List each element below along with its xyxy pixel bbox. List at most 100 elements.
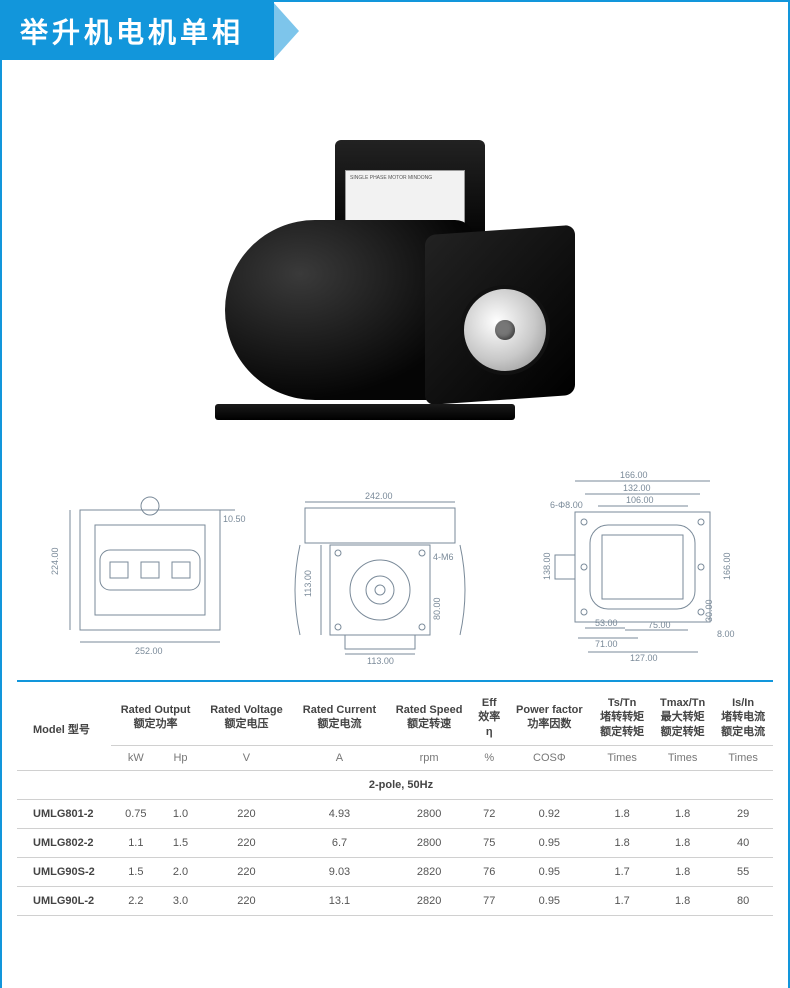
cell-Hp: 2.0	[161, 857, 200, 886]
cell-tmaxtn: 1.8	[652, 799, 713, 828]
cell-eff: 76	[472, 857, 506, 886]
col-current: Rated Current额定电流	[293, 681, 386, 745]
cell-tmaxtn: 1.8	[652, 828, 713, 857]
cell-tstn: 1.7	[592, 886, 652, 915]
cell-tstn: 1.8	[592, 799, 652, 828]
cell-tstn: 1.8	[592, 828, 652, 857]
cell-A: 6.7	[293, 828, 386, 857]
cell-kW: 1.1	[111, 828, 161, 857]
cell-model: UMLG802-2	[17, 828, 111, 857]
cell-rpm: 2800	[386, 828, 472, 857]
drawing-front-view: 242.00 4-M6 113.00 80.00 113.00	[275, 490, 485, 660]
cell-kW: 0.75	[111, 799, 161, 828]
col-output: Rated Output额定功率	[111, 681, 200, 745]
dim-t1: 166.00	[620, 470, 648, 480]
col-isin: Is/In堵转电流额定电流	[713, 681, 773, 745]
cell-eff: 75	[472, 828, 506, 857]
col-speed: Rated Speed额定转速	[386, 681, 472, 745]
dim-b4: 127.00	[630, 653, 658, 663]
cell-kW: 1.5	[111, 857, 161, 886]
unit-t2: Times	[652, 745, 713, 770]
unit-kw: kW	[111, 745, 161, 770]
page-title: 举升机电机单相	[2, 2, 274, 60]
col-tstn: Ts/Tn堵转转矩额定转矩	[592, 681, 652, 745]
unit-v: V	[200, 745, 293, 770]
drawing-top-view: 166.00 132.00 106.00 6-Φ8.00 138.00 166.…	[520, 470, 750, 660]
cell-V: 220	[200, 799, 293, 828]
cell-V: 220	[200, 857, 293, 886]
cell-eff: 77	[472, 886, 506, 915]
cell-pf: 0.95	[506, 886, 592, 915]
group-label: 2-pole, 50Hz	[17, 770, 773, 799]
unit-hp: Hp	[161, 745, 200, 770]
unit-cos: COSΦ	[506, 745, 592, 770]
unit-rpm: rpm	[386, 745, 472, 770]
dim-t3: 106.00	[626, 495, 654, 505]
dim-bh2: 80.00	[432, 597, 442, 620]
technical-drawings: 224.00 252.00 10.50 242.00 4-M6 113.00 8…	[2, 480, 788, 680]
dim-h1: 224.00	[50, 547, 60, 575]
cell-model: UMLG90L-2	[17, 886, 111, 915]
cell-tmaxtn: 1.8	[652, 886, 713, 915]
dim-rh1: 166.00	[722, 552, 732, 580]
table-row: UMLG801-20.751.02204.932800720.921.81.82…	[17, 799, 773, 828]
dim-hole3: 6-Φ8.00	[550, 500, 583, 510]
cell-isin: 40	[713, 828, 773, 857]
table-row: UMLG90L-22.23.022013.12820770.951.71.880	[17, 886, 773, 915]
dim-t2: 132.00	[623, 483, 651, 493]
cell-isin: 80	[713, 886, 773, 915]
spec-table: Model 型号 Rated Output额定功率 Rated Voltage额…	[17, 680, 773, 916]
cell-Hp: 1.0	[161, 799, 200, 828]
cell-pf: 0.92	[506, 799, 592, 828]
title-bar: 举升机电机单相	[2, 2, 788, 60]
drawing-side-view: 224.00 252.00 10.50	[40, 490, 240, 660]
dim-midh2: 113.00	[303, 570, 313, 597]
dim-bw2: 113.00	[367, 656, 394, 666]
cell-model: UMLG90S-2	[17, 857, 111, 886]
cell-A: 13.1	[293, 886, 386, 915]
cell-Hp: 3.0	[161, 886, 200, 915]
dim-off1: 10.50	[223, 514, 246, 524]
dim-top-w2: 242.00	[365, 491, 393, 501]
cell-kW: 2.2	[111, 886, 161, 915]
dim-w1: 252.00	[135, 646, 163, 656]
motor-nameplate: SINGLE PHASE MOTOR MINDONG	[345, 170, 465, 225]
unit-a: A	[293, 745, 386, 770]
cell-rpm: 2800	[386, 799, 472, 828]
cell-model: UMLG801-2	[17, 799, 111, 828]
cell-pf: 0.95	[506, 857, 592, 886]
cell-rpm: 2820	[386, 886, 472, 915]
product-photo: SINGLE PHASE MOTOR MINDONG	[2, 60, 788, 480]
cell-V: 220	[200, 886, 293, 915]
table-row: UMLG802-21.11.52206.72800750.951.81.840	[17, 828, 773, 857]
col-model: Model 型号	[17, 681, 111, 770]
cell-A: 4.93	[293, 799, 386, 828]
cell-pf: 0.95	[506, 828, 592, 857]
dim-lh1: 138.00	[542, 552, 552, 580]
cell-tmaxtn: 1.8	[652, 857, 713, 886]
cell-tstn: 1.7	[592, 857, 652, 886]
unit-t3: Times	[713, 745, 773, 770]
unit-t1: Times	[592, 745, 652, 770]
spec-table-wrap: Model 型号 Rated Output额定功率 Rated Voltage额…	[2, 680, 788, 916]
cell-rpm: 2820	[386, 857, 472, 886]
dim-b3: 75.00	[648, 620, 671, 630]
dim-rs1: 30.00	[704, 599, 714, 622]
table-row: UMLG90S-21.52.02209.032820760.951.71.855	[17, 857, 773, 886]
dim-rs2: 8.00	[717, 629, 735, 639]
cell-V: 220	[200, 828, 293, 857]
spec-tbody: 2-pole, 50Hz UMLG801-20.751.02204.932800…	[17, 770, 773, 915]
col-pf: Power factor功率因数	[506, 681, 592, 745]
cell-Hp: 1.5	[161, 828, 200, 857]
cell-isin: 29	[713, 799, 773, 828]
cell-A: 9.03	[293, 857, 386, 886]
motor-illustration: SINGLE PHASE MOTOR MINDONG	[185, 110, 605, 430]
dim-b1: 53.00	[595, 618, 618, 628]
dim-hole2: 4-M6	[433, 552, 454, 562]
chevron-decor	[273, 2, 299, 60]
unit-pct: %	[472, 745, 506, 770]
col-eff: Eff效率η	[472, 681, 506, 745]
col-voltage: Rated Voltage额定电压	[200, 681, 293, 745]
col-tmaxtn: Tmax/Tn最大转矩额定转矩	[652, 681, 713, 745]
cell-eff: 72	[472, 799, 506, 828]
